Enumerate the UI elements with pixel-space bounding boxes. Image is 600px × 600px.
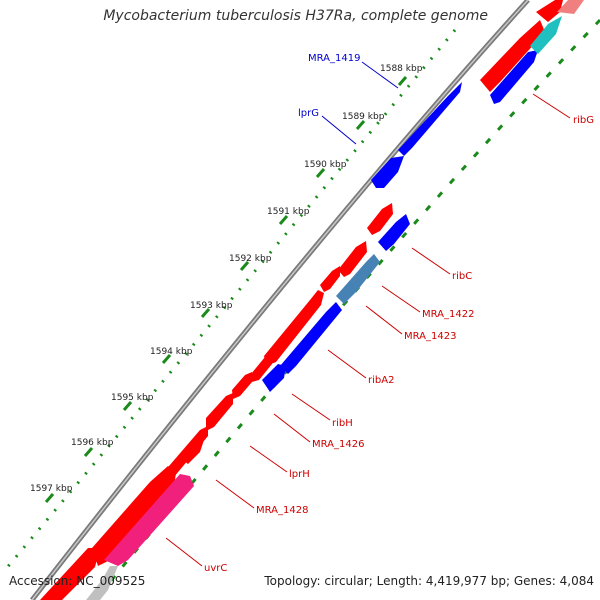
tick-mark: [200, 308, 211, 318]
tick-mark: [397, 76, 408, 86]
gene-label-ribA2[interactable]: ribA2: [368, 375, 394, 386]
accession-text: Accession: NC_009525: [9, 574, 146, 588]
genome-summary-text: Topology: circular; Length: 4,419,977 bp…: [264, 574, 594, 588]
connector-MRA_1428: [215, 479, 255, 509]
gene-cyan[interactable]: [530, 16, 562, 54]
gene-label-ribG[interactable]: ribG: [573, 115, 594, 126]
gene-ribA2[interactable]: [280, 302, 342, 374]
tick-mark: [355, 120, 366, 130]
gene-forward[interactable]: [264, 290, 324, 366]
tick-mark: [122, 401, 133, 411]
connector-lprH: [249, 445, 288, 473]
connector-MRA_1419: [361, 61, 399, 89]
tick-label: 1593 kbp: [190, 301, 233, 311]
gene-label-MRA_1419[interactable]: MRA_1419: [308, 53, 360, 64]
connector-ribC: [411, 247, 451, 275]
gene-label-MRA_1426[interactable]: MRA_1426: [312, 439, 364, 450]
gene-reverse[interactable]: [490, 50, 538, 104]
connector-ribG: [532, 93, 571, 119]
gene-forward[interactable]: [480, 20, 545, 92]
gene-forward[interactable]: [232, 372, 252, 399]
connector-ribH: [291, 393, 331, 421]
genome-backbone-highlight: [31, 0, 529, 600]
gene-label-MRA_1422[interactable]: MRA_1422: [422, 309, 474, 320]
tick-label: 1597 kbp: [30, 484, 73, 494]
tick-mark: [44, 493, 55, 503]
tick-mark: [278, 215, 289, 225]
label-connectors: [165, 61, 571, 567]
gene-light-pink[interactable]: [557, 0, 584, 14]
tick-label: 1596 kbp: [71, 438, 114, 448]
gene-label-uvrC[interactable]: uvrC: [204, 563, 227, 574]
gene-label-MRA_1428[interactable]: MRA_1428: [256, 505, 308, 516]
tick-label: 1588 kbp: [380, 64, 423, 74]
outer-tick-ring: [3, 29, 457, 571]
gene-MRA_1420[interactable]: [367, 203, 393, 235]
gene-MRA_1422[interactable]: [336, 254, 380, 304]
tick-mark: [161, 354, 172, 364]
tick-label: 1592 kbp: [229, 254, 272, 264]
gene-ribC[interactable]: [378, 214, 410, 251]
gene-label-lprG[interactable]: lprG: [298, 108, 319, 119]
gene-MRA_1419[interactable]: [398, 82, 462, 156]
gene-lprG[interactable]: [371, 156, 404, 188]
gene-label-MRA_1423[interactable]: MRA_1423: [404, 331, 456, 342]
gene-forward[interactable]: [92, 466, 176, 566]
connector-MRA_1423: [365, 305, 403, 335]
tick-mark: [239, 261, 250, 271]
reverse-strand-genes: [86, 0, 584, 600]
gene-forward[interactable]: [206, 393, 233, 431]
gene-forward[interactable]: [338, 241, 367, 277]
connector-uvrC: [165, 537, 203, 567]
tick-label: 1594 kbp: [150, 347, 193, 357]
gene-forward[interactable]: [320, 266, 340, 292]
connector-ribA2: [327, 349, 367, 379]
tick-label: 1590 kbp: [304, 160, 347, 170]
gene-lprH[interactable]: [180, 440, 204, 464]
gene-uvrC[interactable]: [104, 474, 194, 566]
tick-label: 1589 kbp: [342, 112, 385, 122]
gene-forward[interactable]: [40, 548, 100, 600]
gene-label-ribH[interactable]: ribH: [332, 418, 353, 429]
gene-forward[interactable]: [536, 0, 563, 22]
gene-label-lprH[interactable]: lprH: [289, 469, 310, 480]
gene-grey[interactable]: [86, 566, 118, 600]
tick-label: 1591 kbp: [267, 207, 310, 217]
tick-label: 1595 kbp: [111, 393, 154, 403]
connector-MRA_1426: [273, 413, 311, 443]
gene-reverse[interactable]: [262, 364, 286, 392]
connector-lprG: [321, 115, 357, 145]
outer-tick-marks: [44, 76, 408, 503]
map-title: Mycobacterium tuberculosis H37Ra, comple…: [103, 8, 488, 24]
gene-label-ribC[interactable]: ribC: [452, 271, 472, 282]
tick-mark: [83, 447, 94, 457]
gene-forward[interactable]: [251, 354, 272, 382]
inner-tick-ring: [93, 18, 600, 600]
tick-mark: [315, 168, 326, 178]
connector-MRA_1422: [381, 285, 421, 313]
